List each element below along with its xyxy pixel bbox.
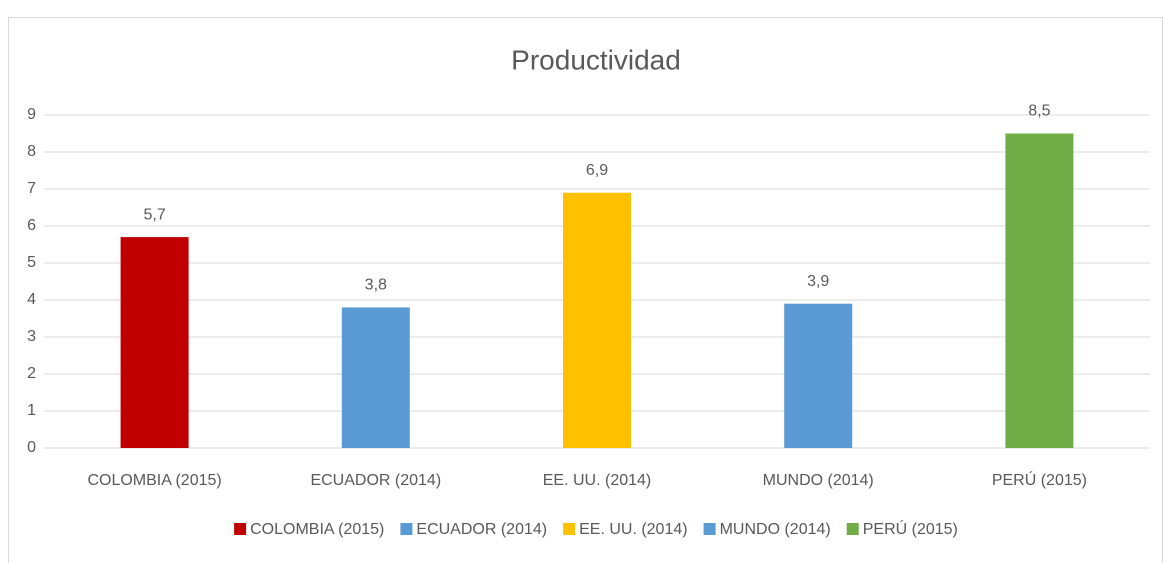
legend-label: ECUADOR (2014) bbox=[416, 521, 547, 538]
legend-swatch bbox=[703, 523, 716, 535]
x-tick-label: ECUADOR (2014) bbox=[310, 472, 441, 489]
y-tick-label: 4 bbox=[27, 291, 36, 308]
y-tick-label: 8 bbox=[27, 143, 36, 160]
bar bbox=[120, 237, 189, 448]
bar bbox=[341, 307, 410, 448]
value-label: 3,8 bbox=[365, 277, 387, 294]
bar bbox=[784, 303, 853, 448]
legend-swatch bbox=[234, 523, 247, 535]
bar bbox=[1005, 133, 1074, 448]
chart-title: Productividad bbox=[511, 44, 681, 75]
y-tick-label: 1 bbox=[27, 402, 36, 419]
y-tick-label: 5 bbox=[27, 254, 36, 271]
y-tick-label: 9 bbox=[27, 106, 36, 123]
x-tick-label: PERÚ (2015) bbox=[992, 470, 1087, 489]
value-label: 8,5 bbox=[1028, 103, 1050, 120]
legend-swatch bbox=[400, 523, 413, 535]
legend-swatch bbox=[563, 523, 576, 535]
x-tick-label: EE. UU. (2014) bbox=[543, 472, 651, 489]
y-tick-label: 0 bbox=[27, 439, 36, 456]
y-tick-label: 2 bbox=[27, 365, 36, 382]
value-label: 6,9 bbox=[586, 162, 608, 179]
value-label: 5,7 bbox=[143, 206, 165, 223]
x-tick-label: MUNDO (2014) bbox=[763, 472, 874, 489]
y-tick-label: 3 bbox=[27, 328, 36, 345]
x-tick-label: COLOMBIA (2015) bbox=[87, 472, 221, 489]
y-tick-label: 6 bbox=[27, 217, 36, 234]
bar bbox=[563, 192, 631, 448]
legend-label: PERÚ (2015) bbox=[863, 519, 958, 538]
legend-label: COLOMBIA (2015) bbox=[250, 521, 384, 538]
y-tick-label: 7 bbox=[27, 180, 36, 197]
value-label: 3,9 bbox=[807, 273, 829, 290]
legend-swatch bbox=[846, 523, 859, 535]
legend-label: EE. UU. (2014) bbox=[579, 521, 687, 538]
legend-label: MUNDO (2014) bbox=[720, 521, 831, 538]
